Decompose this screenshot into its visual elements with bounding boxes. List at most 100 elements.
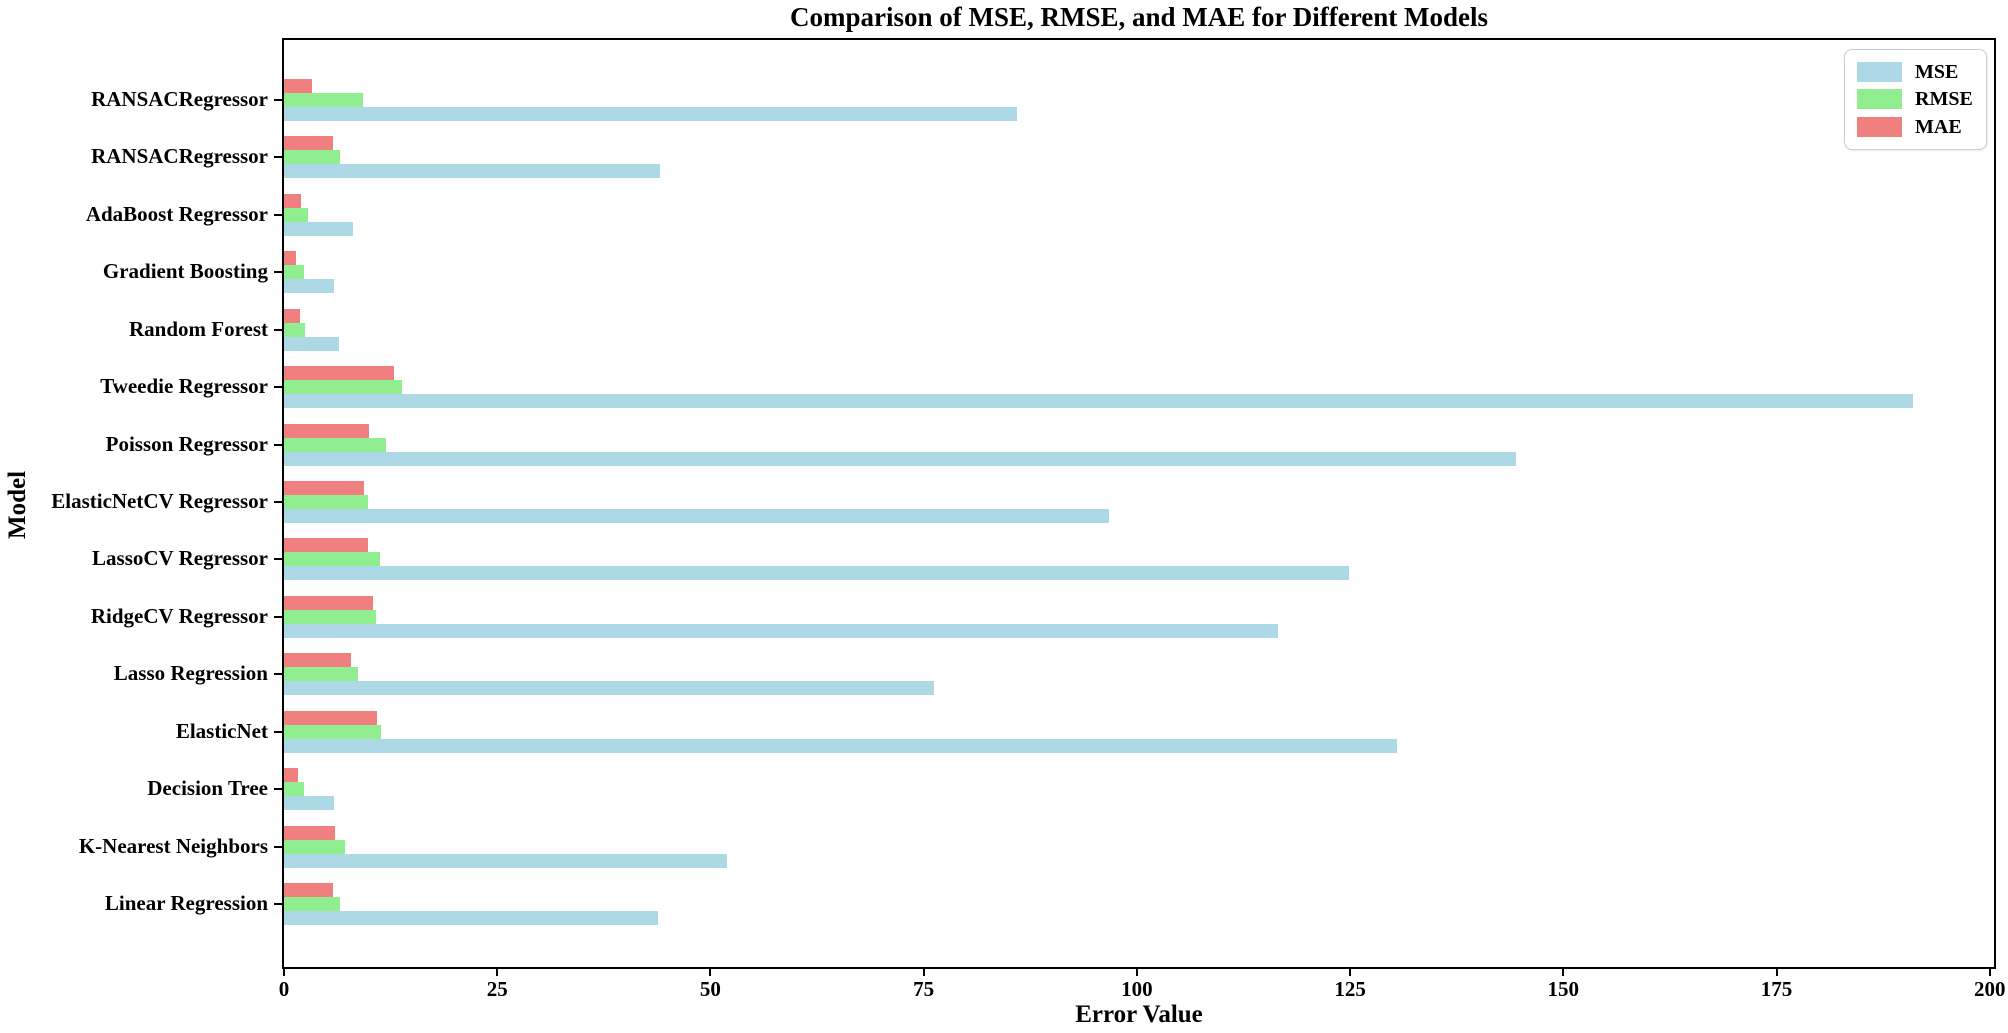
bar-mae [284,251,296,266]
bar-mse [284,336,340,351]
legend-label: MSE [1915,60,1959,83]
bar-mae [284,366,395,381]
y-tick-label: RANSACRegressor [91,87,268,112]
bar-mae [284,883,333,898]
bar-mse [284,681,934,696]
y-tick-label: AdaBoost Regressor [85,201,268,226]
y-tick-mark [274,903,282,906]
bar-mse [284,509,1109,523]
y-tick-label: RANSACRegressor [91,144,268,169]
bar-rmse [284,93,364,107]
bar-rmse [284,207,308,222]
bar-rmse [284,839,346,854]
y-tick-mark [274,558,282,561]
legend-swatch-rmse [1857,89,1902,110]
y-tick-label: Decision Tree [147,776,268,801]
x-tick-mark [1562,969,1565,976]
y-tick-label: K-Nearest Neighbors [78,833,268,858]
y-tick-mark [274,788,282,791]
bar-rmse [284,724,382,739]
legend-label: RMSE [1915,88,1973,111]
bar-mae [284,423,370,438]
bar-rmse [284,552,380,567]
plot-area: RANSACRegressor RANSACRegressor AdaBoost R… [51,38,2005,1000]
x-axis-label: Error Value [1075,1001,1203,1028]
legend-entry-rmse: RMSE [1857,88,1974,111]
y-tick-label: Tweedie Regressor [100,374,268,399]
x-tick-label: 75 [913,977,935,1001]
bar-mae [284,481,365,495]
x-tick-mark [709,969,712,976]
x-tick-label: 0 [278,977,290,1001]
legend-entry-mae: MAE [1857,117,1974,138]
bar-mae [284,710,377,725]
bar-mae [284,538,369,553]
bar-rmse [284,437,387,452]
bar-mae [284,193,302,208]
bar-rmse [284,667,359,682]
y-tick-mark [274,730,282,733]
x-tick-label: 25 [486,977,508,1001]
legend-swatch-mae [1857,117,1902,138]
bar-mae [284,768,298,783]
y-tick-mark [274,328,282,331]
bar-mse [284,451,1516,466]
bar-mse [284,164,661,179]
x-tick-label: 125 [1334,977,1366,1001]
x-tick-label: 100 [1121,977,1153,1001]
bar-mae [284,653,351,668]
x-tick-mark [1775,969,1778,976]
x-tick-mark [1988,969,1991,976]
bar-rmse [284,150,341,165]
y-tick-label: Linear Regression [104,891,268,916]
bar-mae [284,595,373,610]
y-tick-mark [274,386,282,389]
chart-title: Comparison of MSE, RMSE, and MAE for Dif… [790,2,1488,32]
y-tick-mark [274,443,282,446]
y-tick-mark [274,501,282,503]
bar-rmse [284,380,402,395]
x-tick-mark [496,969,499,976]
legend: MSE RMSE MAE [1844,49,1987,150]
y-tick-label: ElasticNet [175,718,268,743]
bar-mse [284,566,1350,581]
bar-mae [284,825,336,840]
bar-mae [284,308,301,323]
y-tick-label: RidgeCV Regressor [90,603,268,628]
y-tick-label: LassoCV Regressor [92,546,268,571]
y-tick-mark [274,99,282,101]
bar-rmse [284,609,377,624]
legend-entry-mse: MSE [1857,60,1974,83]
bar-mse [284,221,354,236]
y-axis-label: Model [4,470,31,540]
x-tick-label: 50 [699,977,721,1001]
y-tick-label: Gradient Boosting [102,259,268,284]
bar-rmse [284,495,368,509]
x-tick-label: 150 [1547,977,1580,1001]
bar-rmse [284,782,305,797]
bar-mse [284,853,727,868]
y-tick-mark [274,673,282,676]
y-tick-label: Lasso Regression [113,661,268,686]
y-tick-mark [274,213,282,216]
bar-rmse [284,897,341,912]
bar-mse [284,623,1279,638]
x-tick-mark [1349,969,1352,976]
x-tick-mark [922,969,925,976]
bar-mse [284,394,1913,409]
y-tick-mark [274,615,282,618]
y-tick-label: Random Forest [128,316,268,341]
bar-mse [284,738,1397,753]
bar-rmse [284,265,305,280]
bar-rmse [284,322,306,337]
y-tick-mark [274,271,282,274]
y-tick-label: ElasticNetCV Regressor [51,489,268,514]
bar-mse [284,279,335,294]
x-tick-label: 175 [1760,977,1793,1001]
x-tick-label: 200 [1973,977,2006,1001]
bar-mae [284,136,333,151]
y-tick-mark [274,845,282,848]
x-tick-mark [283,969,285,976]
bar-mse [284,796,335,811]
